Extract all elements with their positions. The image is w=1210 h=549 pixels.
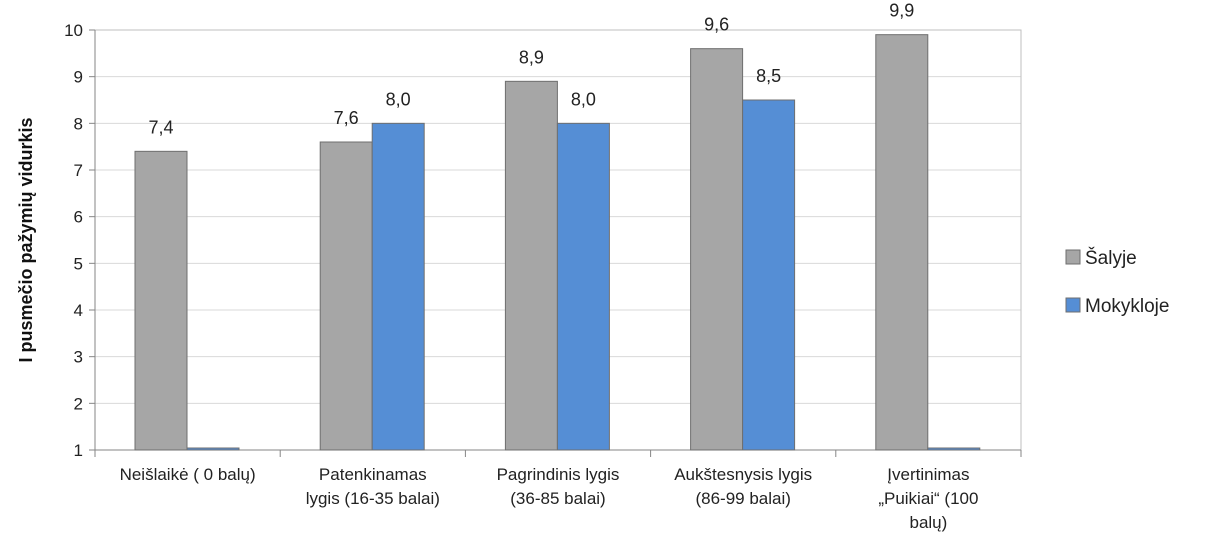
y-tick-label: 8 bbox=[74, 114, 83, 133]
x-category-label: Aukštesnysis lygis (86-99 balai) bbox=[674, 465, 812, 508]
bar-mokykloje-2 bbox=[556, 122, 610, 451]
x-category-label-line: balų) bbox=[909, 513, 947, 532]
x-category-label-line: (36-85 balai) bbox=[510, 489, 605, 508]
x-category-label-line: (86-99 balai) bbox=[695, 489, 790, 508]
data-label: 7,6 bbox=[334, 108, 359, 128]
bar-mokykloje-1 bbox=[371, 122, 425, 451]
bar-salyje-1 bbox=[319, 141, 373, 451]
bar-salyje-3 bbox=[690, 48, 744, 451]
x-category-label-line: „Puikiai“ (100 bbox=[878, 489, 978, 508]
x-category-label-line: Įvertinimas bbox=[887, 465, 969, 484]
y-tick-label: 2 bbox=[74, 394, 83, 413]
bar-salyje-0 bbox=[134, 150, 188, 451]
y-tick-label: 5 bbox=[74, 254, 83, 273]
data-label: 8,5 bbox=[756, 66, 781, 86]
data-label: 8,9 bbox=[519, 47, 544, 67]
x-category-label-line: Pagrindinis lygis bbox=[497, 465, 620, 484]
legend-label: Šalyje bbox=[1085, 247, 1137, 269]
bar-mokykloje-3 bbox=[742, 99, 796, 451]
x-category-label-line: lygis (16-35 balai) bbox=[306, 489, 440, 508]
bar-salyje-4 bbox=[875, 34, 929, 451]
data-label: 8,0 bbox=[386, 89, 411, 109]
x-category-label-line: Patenkinamas bbox=[319, 465, 427, 484]
x-category-label: Neišlaikė ( 0 balų) bbox=[120, 465, 256, 484]
legend-swatch bbox=[1065, 297, 1081, 313]
data-label: 9,6 bbox=[704, 15, 729, 35]
x-category-label: Patenkinamas lygis (16-35 balai) bbox=[306, 465, 440, 508]
data-label: 8,0 bbox=[571, 89, 596, 109]
data-label: 9,9 bbox=[889, 1, 914, 21]
y-tick-label: 3 bbox=[74, 348, 83, 367]
y-tick-label: 1 bbox=[74, 441, 83, 460]
legend-label: Mokykloje bbox=[1085, 296, 1169, 317]
y-tick-label: 4 bbox=[74, 301, 83, 320]
y-tick-label: 9 bbox=[74, 68, 83, 87]
data-label: 7,4 bbox=[148, 117, 173, 137]
y-tick-label: 7 bbox=[74, 161, 83, 180]
x-category-label: Pagrindinis lygis (36-85 balai) bbox=[497, 465, 620, 508]
x-category-label-line: Aukštesnysis lygis bbox=[674, 465, 812, 484]
y-tick-label: 6 bbox=[74, 208, 83, 227]
x-category-label: Įvertinimas „Puikiai“ (100 balų) bbox=[878, 465, 978, 532]
legend-swatch bbox=[1065, 249, 1081, 265]
y-axis-title: I pusmečio pažymių vidurkis bbox=[16, 117, 36, 362]
y-tick-label: 10 bbox=[64, 21, 83, 40]
bar-mokykloje-4 bbox=[927, 447, 981, 451]
bar-mokykloje-0 bbox=[186, 447, 240, 451]
bar-salyje-2 bbox=[504, 80, 558, 451]
x-category-label-line: Neišlaikė ( 0 balų) bbox=[120, 465, 256, 484]
